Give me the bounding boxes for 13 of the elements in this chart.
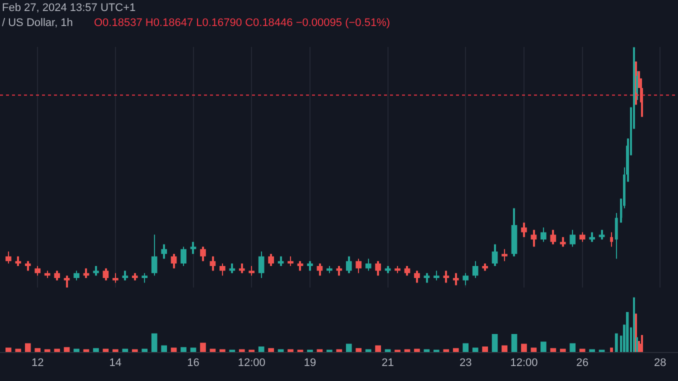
x-tick-label: 16 — [187, 357, 200, 370]
text: O0.18537 H0.18647 L0.16790 C0.18446 −0.00095 (−0.51%) — [94, 17, 390, 29]
x-tick-label: 28 — [654, 357, 666, 370]
x-tick-label: 12:00 — [510, 357, 538, 370]
x-tick-label: 12 — [31, 357, 44, 370]
x-tick-label: 14 — [109, 357, 122, 370]
x-tick-label: 19 — [304, 357, 316, 370]
x-tick-label: 12:00 — [238, 357, 266, 370]
x-tick-label: 23 — [459, 357, 472, 370]
x-tick-label: 26 — [576, 357, 588, 370]
chart-subtitle: Feb 27, 2024 13:57 UTC+1 — [2, 2, 136, 14]
chart-title: / US Dollar, 1h — [2, 17, 73, 29]
x-tick-label: 21 — [382, 357, 394, 370]
